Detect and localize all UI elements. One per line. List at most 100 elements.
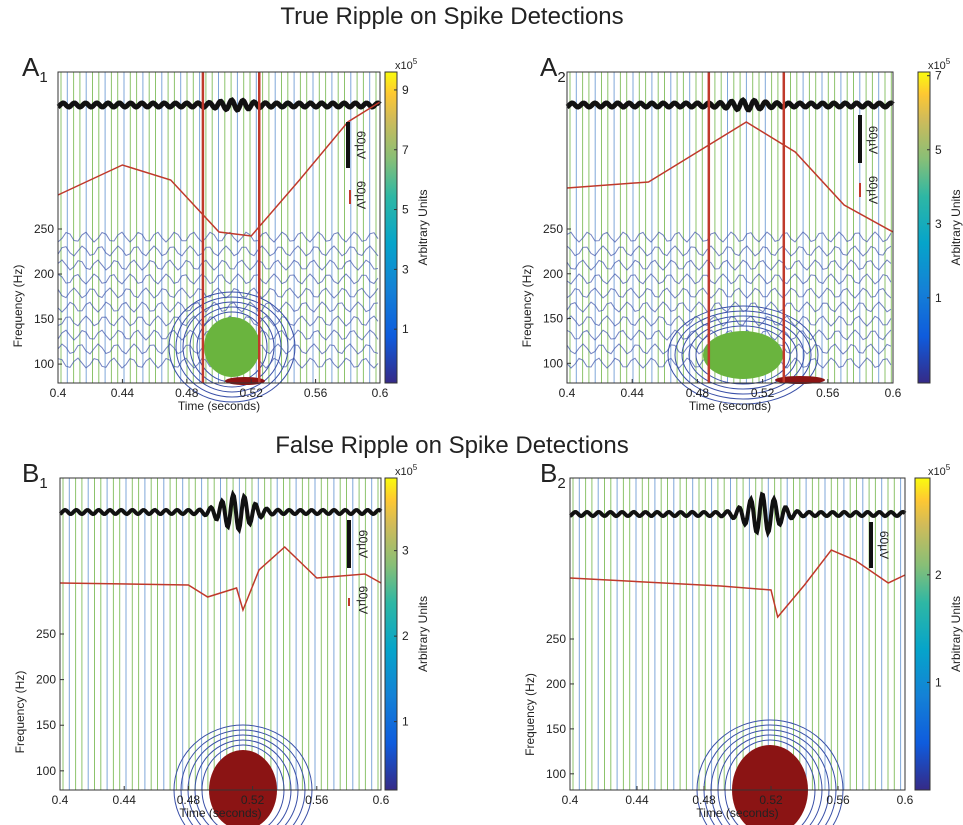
- contour: [566, 287, 892, 299]
- power-blob: [209, 750, 277, 825]
- power-blob: [732, 745, 808, 825]
- y-axis-label: Frequency (Hz): [520, 265, 534, 348]
- y-tick-label: 200: [546, 677, 566, 691]
- scale-bar-label: 60µV: [877, 531, 891, 559]
- plot-area: [570, 478, 905, 790]
- multiplier-base: x10: [395, 60, 413, 72]
- panel-label: A2: [540, 52, 566, 86]
- contour: [566, 273, 892, 285]
- panel-label: B1: [22, 458, 48, 492]
- panel-subscript: 1: [39, 475, 47, 492]
- panel: 60µV 0.4 0.44 0.48 0.52 0.56 0.6 100 150 200 250 Ti…: [523, 458, 963, 825]
- envelope-trace: [57, 101, 381, 237]
- y-tick-label: 100: [36, 764, 56, 778]
- scale-bar-label: 60µV: [354, 181, 368, 209]
- x-tick-label: 0.52: [240, 386, 264, 400]
- y-axis-label: Frequency (Hz): [523, 673, 537, 756]
- x-axis-label: Time (seconds): [689, 399, 771, 413]
- colorbar-multiplier: x105: [928, 463, 951, 478]
- x-tick-label: 0.44: [111, 386, 135, 400]
- y-tick-label: 100: [546, 767, 566, 781]
- colorbar-tick-label: 3: [402, 262, 409, 276]
- scale-bar-label: 60µV: [866, 176, 880, 204]
- scale-bar-label: 60µV: [354, 131, 368, 159]
- power-blob: [775, 376, 825, 384]
- colorbar: [384, 71, 398, 384]
- lfp-trace: [569, 491, 907, 538]
- y-tick-label: 200: [36, 673, 56, 687]
- y-tick-label: 250: [34, 222, 54, 236]
- x-tick-label: 0.4: [52, 793, 69, 807]
- scale-bar-label: 60µV: [866, 126, 880, 154]
- scale-bar-label: 60µV: [356, 530, 370, 558]
- y-tick-label: 250: [543, 222, 563, 236]
- panel: 60µV 60µV 0.4 0.44 0.48 0.52 0.56 0.6 100 150 200 2…: [520, 52, 963, 413]
- contour: [57, 273, 379, 285]
- y-axis-label: Frequency (Hz): [13, 671, 27, 754]
- x-tick-label: 0.44: [625, 793, 649, 807]
- contour: [57, 231, 379, 243]
- contour: [566, 301, 892, 313]
- x-axis-label: Time (seconds): [178, 399, 260, 413]
- envelope-trace: [569, 549, 906, 619]
- x-tick-label: 0.56: [305, 793, 329, 807]
- multiplier-base: x10: [928, 466, 946, 478]
- y-tick-label: 250: [36, 627, 56, 641]
- multiplier-exponent: 5: [946, 57, 951, 66]
- multiplier-exponent: 5: [413, 57, 418, 66]
- x-tick-label: 0.44: [621, 386, 645, 400]
- x-tick-label: 0.56: [816, 386, 840, 400]
- x-tick-label: 0.6: [373, 793, 390, 807]
- colorbar-label: Arbitrary Units: [416, 596, 430, 672]
- contour: [175, 296, 289, 398]
- panel-subscript: 2: [557, 475, 565, 492]
- contour: [57, 287, 379, 299]
- power-blob: [703, 331, 783, 379]
- x-tick-label: 0.4: [50, 386, 67, 400]
- panel-letter: B: [22, 458, 39, 488]
- colorbar-tick-label: 1: [402, 715, 409, 729]
- colorbar-label: Arbitrary Units: [949, 596, 963, 672]
- x-tick-label: 0.52: [751, 386, 775, 400]
- y-tick-label: 150: [36, 718, 56, 732]
- multiplier-exponent: 5: [946, 463, 951, 472]
- y-tick-label: 250: [546, 632, 566, 646]
- y-tick-label: 200: [543, 267, 563, 281]
- y-tick-label: 200: [34, 267, 54, 281]
- y-tick-label: 100: [543, 356, 563, 370]
- multiplier-base: x10: [928, 60, 946, 72]
- contour: [566, 329, 892, 341]
- panel-letter: A: [22, 52, 40, 82]
- x-tick-label: 0.44: [113, 793, 137, 807]
- colorbar-tick-label: 2: [402, 629, 409, 643]
- colorbar-multiplier: x105: [928, 57, 951, 72]
- contour: [688, 320, 798, 390]
- colorbar-tick-label: 9: [402, 83, 409, 97]
- y-tick-label: 100: [34, 357, 54, 371]
- contour: [189, 306, 275, 388]
- power-blob: [204, 317, 260, 377]
- lfp-trace: [58, 489, 383, 535]
- contour: [695, 325, 791, 385]
- colorbar: [914, 477, 931, 791]
- x-tick-label: 0.4: [559, 386, 576, 400]
- x-tick-label: 0.6: [372, 386, 389, 400]
- x-tick-label: 0.48: [177, 793, 201, 807]
- panel-subscript: 1: [39, 69, 47, 86]
- scale-bar-label: 60µV: [356, 586, 370, 614]
- colorbar-multiplier: x105: [395, 57, 418, 72]
- panel: 60µV 60µV 0.4 0.44 0.48 0.52 0.56 0.6 100 150 200 2…: [13, 458, 430, 825]
- panel: 60µV 60µV 0.4 0.44 0.48 0.52 0.56 0.6 100 150 200 2…: [11, 52, 430, 413]
- colorbar-tick-label: 1: [935, 291, 942, 305]
- colorbar-tick-label: 3: [402, 544, 409, 558]
- section-title: False Ripple on Spike Detections: [275, 432, 629, 459]
- panel-letter: B: [540, 458, 557, 488]
- x-tick-label: 0.48: [692, 793, 716, 807]
- x-tick-label: 0.48: [175, 386, 199, 400]
- contour: [566, 259, 892, 271]
- colorbar-tick-label: 1: [935, 675, 942, 689]
- x-tick-label: 0.6: [885, 386, 902, 400]
- panel-letter: A: [540, 52, 558, 82]
- x-tick-label: 0.48: [686, 386, 710, 400]
